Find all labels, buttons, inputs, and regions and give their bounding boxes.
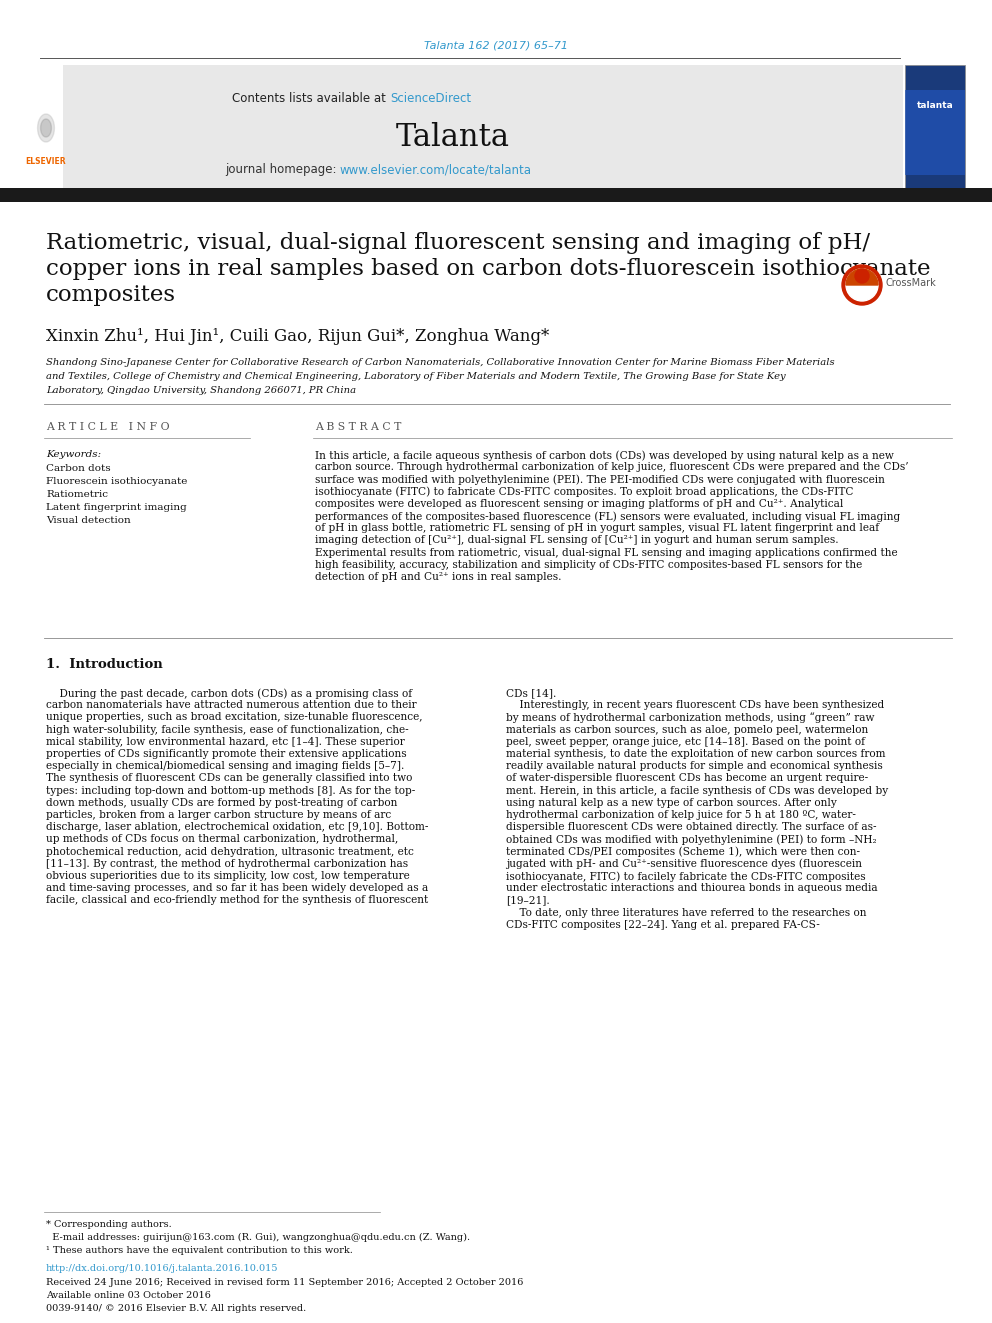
Text: http://dx.doi.org/10.1016/j.talanta.2016.10.015: http://dx.doi.org/10.1016/j.talanta.2016… — [46, 1263, 279, 1273]
Text: detection of pH and Cu²⁺ ions in real samples.: detection of pH and Cu²⁺ ions in real sa… — [315, 572, 561, 582]
Text: Available online 03 October 2016: Available online 03 October 2016 — [46, 1291, 211, 1301]
Text: carbon nanomaterials have attracted numerous attention due to their: carbon nanomaterials have attracted nume… — [46, 700, 417, 710]
Text: Talanta 162 (2017) 65–71: Talanta 162 (2017) 65–71 — [424, 40, 568, 50]
Text: mical stability, low environmental hazard, etc [1–4]. These superior: mical stability, low environmental hazar… — [46, 737, 405, 746]
Text: Shandong Sino-Japanese Center for Collaborative Research of Carbon Nanomaterials: Shandong Sino-Japanese Center for Collab… — [46, 359, 834, 366]
Text: CrossMark: CrossMark — [886, 278, 936, 288]
Text: properties of CDs significantly promote their extensive applications: properties of CDs significantly promote … — [46, 749, 407, 759]
Text: A R T I C L E   I N F O: A R T I C L E I N F O — [46, 422, 170, 433]
Text: unique properties, such as broad excitation, size-tunable fluorescence,: unique properties, such as broad excitat… — [46, 712, 423, 722]
Text: photochemical reduction, acid dehydration, ultrasonic treatment, etc: photochemical reduction, acid dehydratio… — [46, 847, 414, 856]
Text: dispersible fluorescent CDs were obtained directly. The surface of as-: dispersible fluorescent CDs were obtaine… — [506, 822, 877, 832]
FancyBboxPatch shape — [0, 188, 992, 202]
Text: CDs-FITC composites [22–24]. Yang et al. prepared FA-CS-: CDs-FITC composites [22–24]. Yang et al.… — [506, 919, 819, 930]
Text: materials as carbon sources, such as aloe, pomelo peel, watermelon: materials as carbon sources, such as alo… — [506, 725, 868, 734]
FancyBboxPatch shape — [63, 65, 903, 191]
Text: discharge, laser ablation, electrochemical oxidation, etc [9,10]. Bottom-: discharge, laser ablation, electrochemic… — [46, 822, 429, 832]
Text: particles, broken from a larger carbon structure by means of arc: particles, broken from a larger carbon s… — [46, 810, 391, 820]
Text: readily available natural products for simple and economical synthesis: readily available natural products for s… — [506, 761, 883, 771]
Text: ment. Herein, in this article, a facile synthesis of CDs was developed by: ment. Herein, in this article, a facile … — [506, 786, 888, 795]
Text: isothiocyanate (FITC) to fabricate CDs-FITC composites. To exploit broad applica: isothiocyanate (FITC) to fabricate CDs-F… — [315, 487, 853, 497]
Text: E-mail addresses: guirijun@163.com (R. Gui), wangzonghua@qdu.edu.cn (Z. Wang).: E-mail addresses: guirijun@163.com (R. G… — [46, 1233, 470, 1242]
Text: Received 24 June 2016; Received in revised form 11 September 2016; Accepted 2 Oc: Received 24 June 2016; Received in revis… — [46, 1278, 524, 1287]
Circle shape — [846, 269, 878, 302]
Text: Fluorescein isothiocyanate: Fluorescein isothiocyanate — [46, 478, 187, 486]
Text: under electrostatic interactions and thiourea bonds in aqueous media: under electrostatic interactions and thi… — [506, 884, 878, 893]
Text: obvious superiorities due to its simplicity, low cost, low temperature: obvious superiorities due to its simplic… — [46, 871, 410, 881]
Text: Xinxin Zhu¹, Hui Jin¹, Cuili Gao, Rijun Gui*, Zonghua Wang*: Xinxin Zhu¹, Hui Jin¹, Cuili Gao, Rijun … — [46, 328, 550, 345]
Text: of water-dispersible fluorescent CDs has become an urgent require-: of water-dispersible fluorescent CDs has… — [506, 774, 868, 783]
Text: types: including top-down and bottom-up methods [8]. As for the top-: types: including top-down and bottom-up … — [46, 786, 416, 795]
Text: [11–13]. By contrast, the method of hydrothermal carbonization has: [11–13]. By contrast, the method of hydr… — [46, 859, 408, 869]
Text: [19–21].: [19–21]. — [506, 896, 550, 905]
Text: Keywords:: Keywords: — [46, 450, 101, 459]
Text: Talanta: Talanta — [396, 123, 510, 153]
Text: * Corresponding authors.: * Corresponding authors. — [46, 1220, 172, 1229]
Text: peel, sweet pepper, orange juice, etc [14–18]. Based on the point of: peel, sweet pepper, orange juice, etc [1… — [506, 737, 865, 746]
Text: jugated with pH- and Cu²⁺-sensitive fluorescence dyes (fluorescein: jugated with pH- and Cu²⁺-sensitive fluo… — [506, 859, 862, 869]
Text: down methods, usually CDs are formed by post-treating of carbon: down methods, usually CDs are formed by … — [46, 798, 398, 808]
Text: The synthesis of fluorescent CDs can be generally classified into two: The synthesis of fluorescent CDs can be … — [46, 774, 413, 783]
Text: performances of the composites-based fluorescence (FL) sensors were evaluated, i: performances of the composites-based flu… — [315, 511, 901, 521]
FancyBboxPatch shape — [905, 90, 965, 175]
Text: material synthesis, to date the exploitation of new carbon sources from: material synthesis, to date the exploita… — [506, 749, 886, 759]
Text: Ratiometric, visual, dual-signal fluorescent sensing and imaging of pH/: Ratiometric, visual, dual-signal fluores… — [46, 232, 870, 254]
Text: isothiocyanate, FITC) to facilely fabricate the CDs-FITC composites: isothiocyanate, FITC) to facilely fabric… — [506, 871, 866, 881]
Text: surface was modified with polyethylenimine (PEI). The PEI-modified CDs were conj: surface was modified with polyethylenimi… — [315, 475, 885, 486]
Text: by means of hydrothermal carbonization methods, using “green” raw: by means of hydrothermal carbonization m… — [506, 712, 875, 724]
Text: To date, only three literatures have referred to the researches on: To date, only three literatures have ref… — [506, 908, 866, 918]
Text: In this article, a facile aqueous synthesis of carbon dots (CDs) was developed b: In this article, a facile aqueous synthe… — [315, 450, 894, 460]
Text: carbon source. Through hydrothermal carbonization of kelp juice, fluorescent CDs: carbon source. Through hydrothermal carb… — [315, 462, 909, 472]
Text: using natural kelp as a new type of carbon sources. After only: using natural kelp as a new type of carb… — [506, 798, 836, 808]
Text: Ratiometric: Ratiometric — [46, 490, 108, 499]
Text: 1.  Introduction: 1. Introduction — [46, 658, 163, 671]
Text: ScienceDirect: ScienceDirect — [390, 91, 471, 105]
Text: Latent fingerprint imaging: Latent fingerprint imaging — [46, 503, 186, 512]
Text: journal homepage:: journal homepage: — [225, 164, 340, 176]
Text: ¹ These authors have the equivalent contribution to this work.: ¹ These authors have the equivalent cont… — [46, 1246, 353, 1256]
Text: terminated CDs/PEI composites (Scheme 1), which were then con-: terminated CDs/PEI composites (Scheme 1)… — [506, 847, 860, 857]
Text: imaging detection of [Cu²⁺], dual-signal FL sensing of [Cu²⁺] in yogurt and huma: imaging detection of [Cu²⁺], dual-signal… — [315, 536, 838, 545]
FancyBboxPatch shape — [28, 65, 63, 191]
Polygon shape — [41, 119, 52, 138]
Text: composites were developed as fluorescent sensing or imaging platforms of pH and : composites were developed as fluorescent… — [315, 499, 843, 509]
Text: Contents lists available at: Contents lists available at — [232, 91, 390, 105]
Text: high water-solubility, facile synthesis, ease of functionalization, che-: high water-solubility, facile synthesis,… — [46, 725, 409, 734]
Polygon shape — [38, 114, 55, 142]
Text: copper ions in real samples based on carbon dots-fluorescein isothiocyanate: copper ions in real samples based on car… — [46, 258, 930, 280]
Text: 0039-9140/ © 2016 Elsevier B.V. All rights reserved.: 0039-9140/ © 2016 Elsevier B.V. All righ… — [46, 1304, 307, 1312]
Circle shape — [855, 269, 869, 283]
Text: composites: composites — [46, 284, 176, 306]
Text: of pH in glass bottle, ratiometric FL sensing of pH in yogurt samples, visual FL: of pH in glass bottle, ratiometric FL se… — [315, 523, 879, 533]
Text: facile, classical and eco-friendly method for the synthesis of fluorescent: facile, classical and eco-friendly metho… — [46, 896, 429, 905]
Text: www.elsevier.com/locate/talanta: www.elsevier.com/locate/talanta — [340, 164, 532, 176]
Text: hydrothermal carbonization of kelp juice for 5 h at 180 ºC, water-: hydrothermal carbonization of kelp juice… — [506, 810, 856, 820]
Text: Visual detection: Visual detection — [46, 516, 131, 525]
Text: Carbon dots: Carbon dots — [46, 464, 111, 474]
Text: A B S T R A C T: A B S T R A C T — [315, 422, 402, 433]
Text: especially in chemical/biomedical sensing and imaging fields [5–7].: especially in chemical/biomedical sensin… — [46, 761, 405, 771]
Wedge shape — [846, 269, 878, 284]
Text: obtained CDs was modified with polyethylenimine (PEI) to form –NH₂: obtained CDs was modified with polyethyl… — [506, 835, 877, 845]
Text: Experimental results from ratiometric, visual, dual-signal FL sensing and imagin: Experimental results from ratiometric, v… — [315, 548, 898, 557]
Text: and Textiles, College of Chemistry and Chemical Engineering, Laboratory of Fiber: and Textiles, College of Chemistry and C… — [46, 372, 786, 381]
Text: high feasibility, accuracy, stabilization and simplicity of CDs-FITC composites-: high feasibility, accuracy, stabilizatio… — [315, 560, 862, 570]
Text: Interestingly, in recent years fluorescent CDs have been synthesized: Interestingly, in recent years fluoresce… — [506, 700, 884, 710]
Text: Laboratory, Qingdao University, Shandong 266071, PR China: Laboratory, Qingdao University, Shandong… — [46, 386, 356, 396]
FancyBboxPatch shape — [905, 65, 965, 191]
Text: up methods of CDs focus on thermal carbonization, hydrothermal,: up methods of CDs focus on thermal carbo… — [46, 835, 398, 844]
Text: CDs [14].: CDs [14]. — [506, 688, 557, 699]
Text: ELSEVIER: ELSEVIER — [26, 157, 66, 167]
Text: talanta: talanta — [917, 101, 953, 110]
Text: and time-saving processes, and so far it has been widely developed as a: and time-saving processes, and so far it… — [46, 884, 429, 893]
Text: During the past decade, carbon dots (CDs) as a promising class of: During the past decade, carbon dots (CDs… — [46, 688, 412, 699]
Circle shape — [842, 265, 882, 306]
